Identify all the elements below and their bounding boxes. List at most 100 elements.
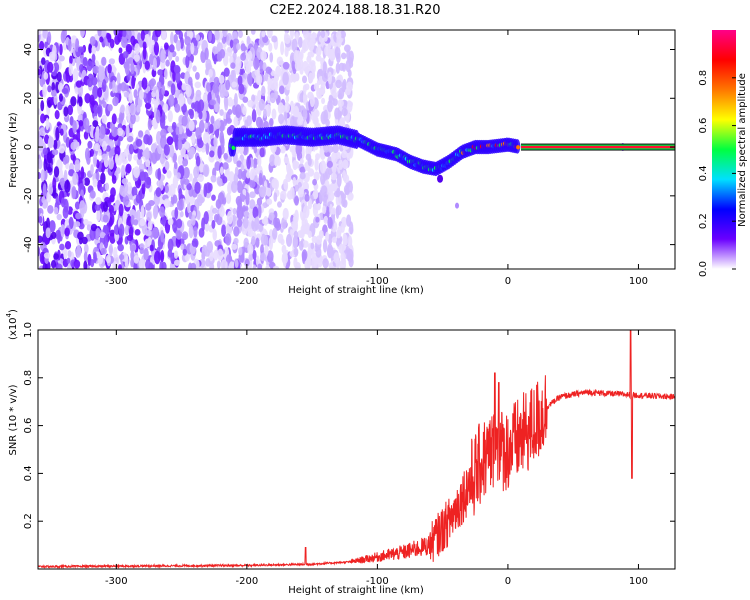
noise-cell [56,263,63,269]
noise-cell [243,210,250,218]
noise-cell [252,206,259,219]
noise-cell [186,182,192,191]
noise-cell [53,253,60,260]
noise-cell [225,117,232,124]
noise-cell [45,227,51,239]
noise-cell [320,82,326,95]
noise-cell [327,145,334,153]
noise-cell [91,45,97,55]
noise-cell [217,177,223,187]
noise-cell [182,158,189,167]
noise-cell [180,243,185,251]
noise-cell [267,30,273,39]
noise-cell [63,169,68,184]
noise-cell [302,108,308,121]
noise-cell [128,225,134,239]
noise-cell [108,58,116,65]
noise-cell [302,240,309,248]
noise-cell [261,85,266,97]
noise-cell [166,136,174,146]
noise-cell [98,125,106,140]
noise-cell [68,63,73,77]
noise-cell [86,77,93,88]
noise-cell [161,30,167,41]
noise-cell [135,194,142,204]
noise-cell [123,182,129,194]
noise-cell [160,250,165,263]
noise-cell [97,81,104,88]
noise-cell [315,246,322,258]
noise-cell [125,30,132,40]
noise-cell [285,233,293,247]
noise-cell [235,104,242,119]
noise-cell [219,109,224,116]
noise-cell [105,254,111,264]
noise-cell [127,57,134,64]
noise-cell [308,61,314,69]
noise-cell [244,258,250,267]
noise-cell [222,162,229,170]
noise-cell [185,54,190,69]
noise-cell [108,204,115,214]
noise-cell [102,100,107,108]
noise-cell [92,120,99,128]
noise-cell [327,245,334,259]
noise-cell [336,187,341,198]
spectrogram-x-ticks: -300 -200 -100 0 100 [105,30,648,287]
noise-cell [125,163,132,174]
noise-cell [163,198,171,208]
noise-cell [347,101,354,108]
noise-cell [183,141,190,150]
noise-cell [335,205,342,216]
noise-cell [183,166,190,179]
noise-cell [170,83,176,96]
noise-cell [189,109,195,120]
noise-cell [134,43,140,55]
noise-cell [83,251,88,263]
noise-cell [278,85,285,95]
y-tick-label: 40 [23,43,34,56]
noise-cell [233,237,239,245]
noise-cell [329,182,337,192]
noise-cell [116,72,121,86]
noise-cell [292,177,297,185]
noise-cell [58,55,65,62]
noise-cell [178,125,183,135]
noise-cell [90,223,98,232]
noise-cell [111,113,117,125]
noise-cell [240,52,247,61]
noise-cell [231,69,237,82]
noise-cell [160,230,164,243]
noise-cell [168,144,175,158]
noise-cell [46,61,54,73]
noise-cell [51,81,56,92]
noise-cell [246,71,253,85]
noise-cell [117,32,122,43]
noise-cell [171,121,177,131]
noise-cell [139,247,144,255]
noise-cell [167,238,174,252]
noise-cell [147,91,152,104]
noise-cell [100,172,106,185]
noise-cell [200,109,207,122]
noise-cell [320,185,328,196]
noise-cell [53,139,58,150]
noise-cell [257,263,263,269]
noise-cell [233,93,238,107]
noise-cell [293,105,299,118]
noise-cell [299,158,304,165]
noise-cell [126,181,132,195]
noise-cell [92,85,99,100]
noise-cell [302,84,307,94]
noise-cell [264,71,269,82]
noise-cell [257,154,262,168]
noise-cell [269,52,274,63]
noise-cell [109,232,116,244]
noise-cell [204,121,209,130]
noise-cell [174,259,181,266]
noise-cell [341,81,347,93]
noise-cell [303,121,308,129]
noise-cell [335,151,341,160]
noise-cell [145,230,152,237]
noise-cell [254,216,260,231]
